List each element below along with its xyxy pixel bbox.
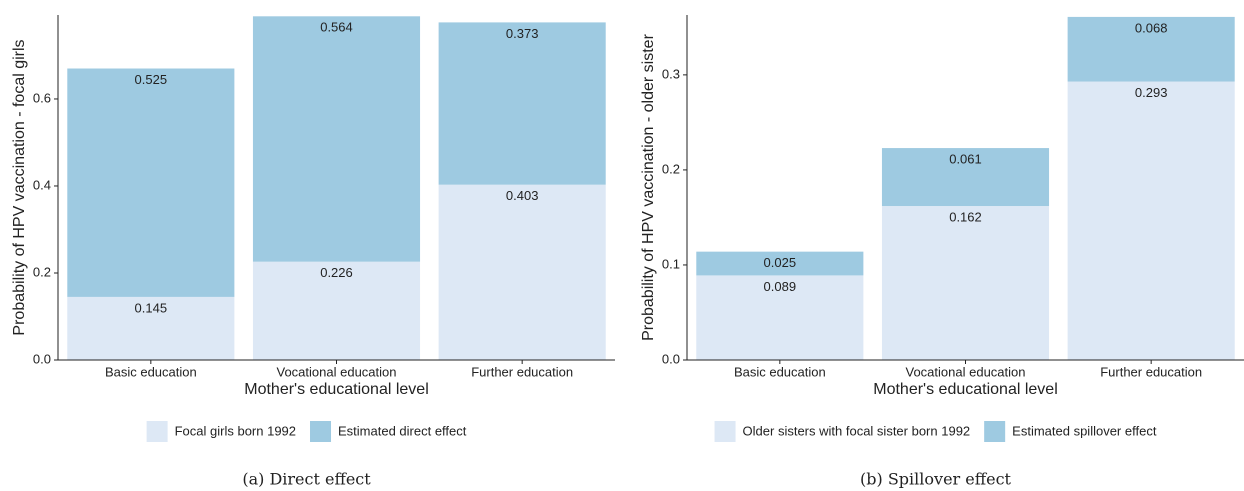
legend: Older sisters with focal sister born 199… <box>714 421 1157 442</box>
y-tick-label: 0.6 <box>33 90 51 105</box>
legend-label: Estimated spillover effect <box>1012 423 1157 438</box>
bar-segment <box>1067 81 1235 360</box>
value-label: 0.068 <box>1135 20 1168 35</box>
value-label: 0.061 <box>949 151 982 166</box>
bar-segment <box>696 275 864 360</box>
x-tick-label: Basic education <box>105 364 197 379</box>
legend-swatch <box>714 421 736 442</box>
value-label: 0.226 <box>320 265 353 280</box>
x-tick-label: Further education <box>471 364 573 379</box>
value-label: 0.025 <box>764 255 797 270</box>
x-tick-label: Vocational education <box>277 364 397 379</box>
value-label: 0.293 <box>1135 85 1168 100</box>
bar-segment <box>881 148 1050 207</box>
value-label: 0.403 <box>506 188 539 203</box>
y-tick-label: 0.4 <box>33 177 51 192</box>
y-tick-label: 0.2 <box>662 161 680 176</box>
legend-label: Estimated direct effect <box>338 423 467 438</box>
y-axis-title: Probability of HPV vaccination - focal g… <box>11 39 28 335</box>
bar-segment <box>696 251 864 276</box>
y-tick-label: 0.3 <box>662 66 680 81</box>
caption: (a) Direct effect <box>242 470 371 489</box>
bar-segment <box>67 296 235 360</box>
bar-segment <box>881 206 1050 360</box>
legend: Focal girls born 1992 Estimated direct ef… <box>146 421 467 442</box>
y-tick-label: 0.0 <box>662 351 680 366</box>
legend-swatch <box>984 421 1006 442</box>
value-label: 0.089 <box>764 279 797 294</box>
x-axis-title: Mother's educational level <box>244 381 429 398</box>
value-label: 0.162 <box>949 209 982 224</box>
bar-segment <box>252 261 421 360</box>
y-axis-title: Probability of HPV vaccination - older s… <box>640 33 657 340</box>
legend-swatch <box>146 421 168 442</box>
bar-segment <box>438 184 606 360</box>
caption: (b) Spillover effect <box>860 470 1012 489</box>
x-tick-label: Vocational education <box>906 364 1026 379</box>
bar-segment <box>252 16 421 262</box>
bar-segment <box>1067 16 1235 82</box>
bar-segment <box>67 68 235 297</box>
y-tick-label: 0.0 <box>33 351 51 366</box>
legend-label: Focal girls born 1992 <box>175 423 296 438</box>
legend-swatch <box>310 421 332 442</box>
y-tick-label: 0.1 <box>662 256 680 271</box>
x-tick-label: Further education <box>1100 364 1202 379</box>
value-label: 0.525 <box>135 72 168 87</box>
value-label: 0.145 <box>135 300 168 315</box>
value-label: 0.373 <box>506 26 539 41</box>
bar-segment <box>438 22 606 185</box>
legend-label: Older sisters with focal sister born 199… <box>743 423 971 438</box>
y-tick-label: 0.2 <box>33 264 51 279</box>
x-tick-label: Basic education <box>734 364 826 379</box>
value-label: 0.564 <box>320 20 353 35</box>
x-axis-title: Mother's educational level <box>873 381 1058 398</box>
